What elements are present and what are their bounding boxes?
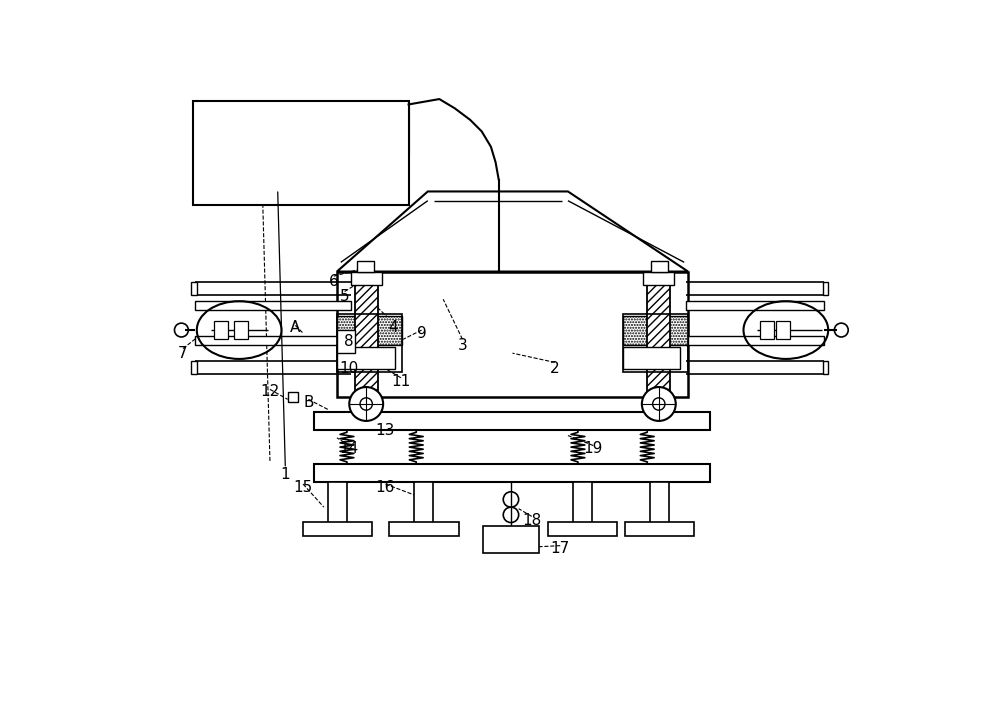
Bar	[314, 464, 710, 482]
Bar	[314, 412, 710, 430]
Text: 14: 14	[340, 441, 359, 456]
Text: 13: 13	[376, 422, 395, 437]
Text: A: A	[290, 320, 301, 335]
Bar	[195, 301, 351, 310]
Bar	[234, 321, 248, 339]
Bar	[214, 321, 228, 339]
Bar	[760, 321, 774, 339]
Text: 17: 17	[551, 541, 570, 556]
Text: 9: 9	[417, 326, 427, 341]
Bar	[686, 301, 824, 310]
Text: 4: 4	[388, 320, 398, 335]
Text: 2: 2	[550, 361, 560, 376]
Bar	[414, 482, 433, 523]
Bar	[337, 316, 402, 346]
Bar	[191, 361, 197, 374]
Bar	[823, 282, 828, 295]
Bar	[686, 337, 824, 346]
Text: 5: 5	[340, 290, 349, 305]
Bar	[548, 522, 617, 535]
Bar	[823, 361, 828, 374]
Bar	[483, 526, 539, 553]
Text: 12: 12	[260, 384, 280, 399]
Bar	[337, 330, 355, 353]
Text: 18: 18	[522, 513, 541, 528]
Bar	[337, 314, 402, 371]
Bar	[328, 482, 347, 523]
Bar	[623, 347, 680, 368]
Bar	[191, 282, 197, 295]
Bar	[625, 522, 694, 535]
Text: 1: 1	[281, 466, 290, 481]
Polygon shape	[337, 192, 688, 271]
Bar	[195, 337, 351, 346]
Text: 16: 16	[376, 480, 395, 495]
Bar	[776, 321, 790, 339]
Text: 3: 3	[458, 338, 467, 353]
Bar	[651, 261, 668, 271]
Bar	[351, 271, 382, 285]
Bar	[650, 482, 669, 523]
Text: 7: 7	[178, 346, 188, 361]
Bar	[337, 347, 395, 368]
Bar	[573, 482, 592, 523]
Circle shape	[642, 387, 676, 421]
Bar	[288, 392, 298, 403]
Bar	[389, 522, 459, 535]
Text: 8: 8	[344, 334, 354, 349]
Text: 15: 15	[293, 480, 313, 495]
Bar	[647, 271, 670, 410]
Bar	[357, 261, 374, 271]
Text: 10: 10	[340, 361, 359, 376]
Bar	[337, 271, 688, 397]
Bar	[623, 314, 688, 371]
Bar	[643, 271, 674, 285]
Text: 11: 11	[391, 374, 410, 389]
Bar	[623, 316, 688, 346]
Bar	[193, 101, 409, 204]
Bar	[355, 271, 378, 410]
Bar	[303, 522, 372, 535]
Text: 19: 19	[584, 441, 603, 456]
Text: 6: 6	[329, 274, 339, 289]
Text: B: B	[303, 395, 314, 410]
Circle shape	[349, 387, 383, 421]
